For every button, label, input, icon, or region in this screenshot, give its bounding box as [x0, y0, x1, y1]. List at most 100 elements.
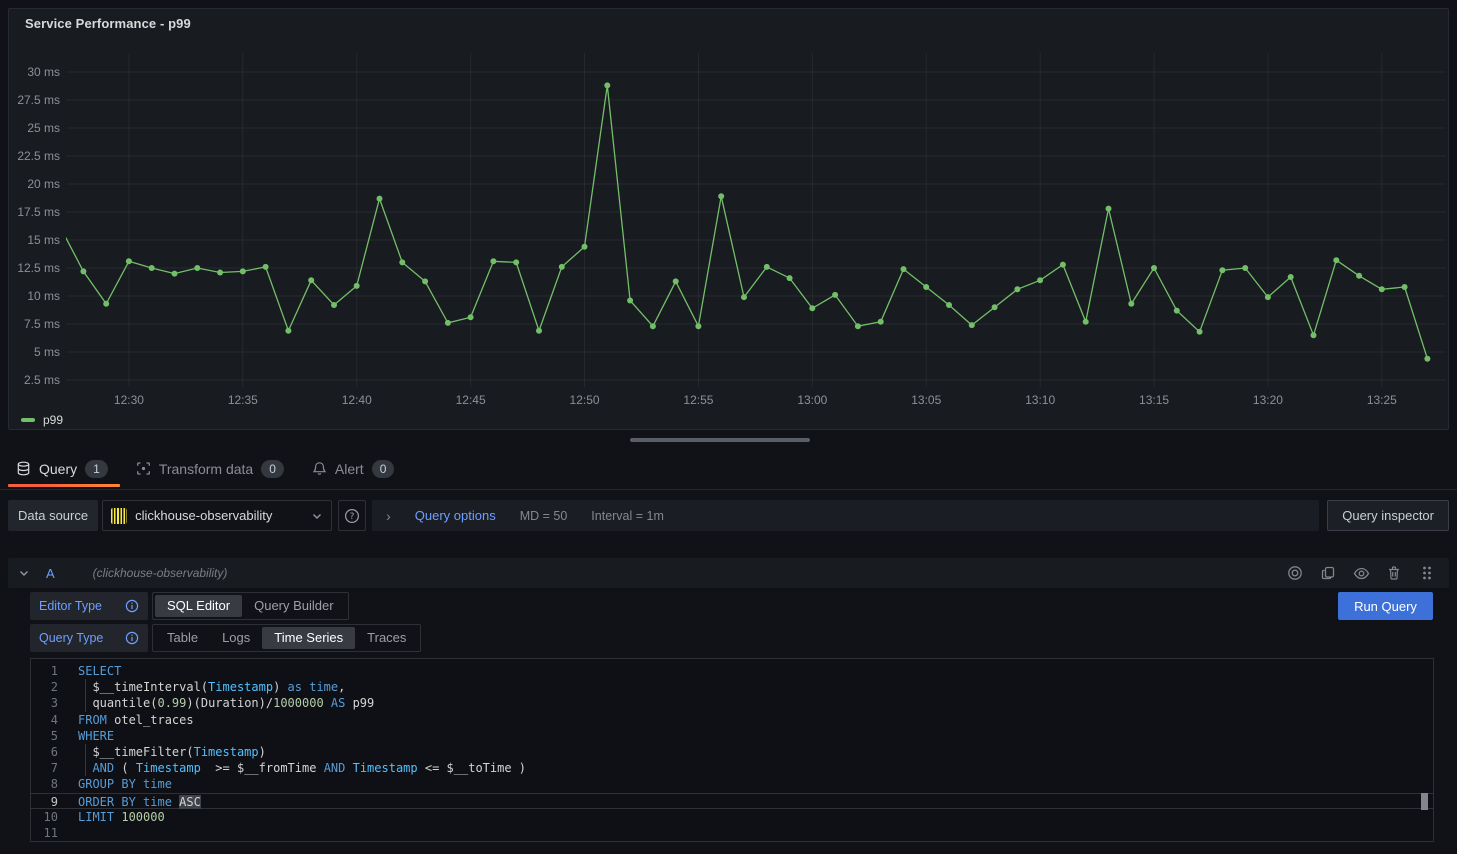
- chart-legend[interactable]: p99: [21, 413, 63, 427]
- timeseries-panel: Service Performance - p99 30 ms 27.5 ms 25…: [8, 8, 1449, 430]
- process-icon: [136, 461, 151, 476]
- data-point-marker: [581, 243, 588, 250]
- x-axis-tick-label: 13:05: [911, 393, 942, 407]
- line-number: 2: [50, 680, 58, 695]
- x-axis-tick-label: 12:35: [227, 393, 258, 407]
- sql-code-editor[interactable]: 1 SELECT 2 $__timeInterval(Timestamp) as t…: [30, 658, 1434, 842]
- query-type-option-traces[interactable]: Traces: [367, 630, 407, 645]
- disable-query-button[interactable]: [1283, 561, 1307, 585]
- horizontal-scrollbar-thumb[interactable]: [630, 438, 810, 442]
- data-point-marker: [1287, 274, 1294, 280]
- duplicate-query-button[interactable]: [1316, 561, 1340, 585]
- info-circle-icon[interactable]: [125, 631, 139, 645]
- editor-scrollbar-thumb[interactable]: [1421, 792, 1428, 810]
- tab-query[interactable]: Query 1: [8, 453, 120, 487]
- editor-type-row: Editor Type SQL Editor Query Builder: [30, 592, 349, 620]
- data-point-marker: [1424, 355, 1431, 362]
- code-line: 1 SELECT: [31, 663, 1433, 679]
- chart-plot-area[interactable]: [66, 53, 1446, 387]
- max-data-points-value: MD = 50: [519, 508, 568, 523]
- tab-label: Alert: [334, 460, 364, 477]
- datasource-label: Data source: [8, 500, 99, 531]
- question-circle-icon: ?: [345, 508, 360, 523]
- x-axis-tick-label: 12:50: [569, 393, 600, 407]
- data-point-marker: [877, 318, 884, 325]
- editor-type-option-query-builder[interactable]: Query Builder: [254, 598, 334, 613]
- datasource-help-button[interactable]: ?: [338, 500, 367, 531]
- data-point-marker: [1082, 318, 1089, 325]
- y-axis-tick-label: 2.5 ms: [23, 373, 60, 387]
- query-options-link[interactable]: Query options: [414, 508, 496, 523]
- line-number: 6: [50, 744, 58, 759]
- indent-guide-line: [85, 743, 86, 761]
- tab-transform-data[interactable]: Transform data 0: [128, 453, 296, 487]
- editor-type-option-sql-editor[interactable]: SQL Editor: [155, 595, 243, 617]
- run-query-button[interactable]: Run Query: [1338, 592, 1433, 620]
- data-point-marker: [262, 263, 269, 270]
- query-type-option-logs[interactable]: Logs: [222, 630, 251, 645]
- hide-response-button[interactable]: [1349, 561, 1373, 585]
- remove-query-button[interactable]: [1382, 561, 1406, 585]
- code-line: 7 AND ( Timestamp >= $__fromTime AND Tim…: [31, 760, 1433, 777]
- interval-value: Interval = 1m: [591, 508, 664, 523]
- data-point-marker: [125, 258, 132, 265]
- drag-handle-icon: [1423, 566, 1431, 580]
- code-text: SELECT: [78, 664, 122, 678]
- clickhouse-logo-icon: [111, 507, 128, 524]
- data-point-marker: [741, 294, 747, 301]
- chevron-right-icon[interactable]: ›: [386, 507, 391, 524]
- query-ref-id[interactable]: A: [46, 565, 55, 581]
- code-text: ORDER BY time ASC: [78, 794, 201, 809]
- data-point-marker: [1059, 261, 1066, 268]
- x-axis-tick-label: 13:00: [797, 393, 828, 407]
- svg-text:?: ?: [350, 512, 355, 522]
- data-point-marker: [376, 195, 383, 202]
- data-point-marker: [786, 275, 793, 282]
- data-point-marker: [1196, 328, 1203, 335]
- editor-type-label-chip: Editor Type: [30, 592, 148, 620]
- indent-guide-line: [85, 760, 86, 777]
- line-number: 7: [50, 761, 58, 776]
- timeseries-chart-svg: [66, 53, 1446, 387]
- data-point-marker: [1037, 277, 1044, 284]
- query-type-option-table[interactable]: Table: [167, 630, 199, 645]
- query-type-option-time-series[interactable]: Time Series: [262, 627, 356, 649]
- data-point-marker: [1173, 307, 1180, 314]
- datasource-picker[interactable]: clickhouse-observability: [102, 500, 333, 531]
- legend-series-swatch: [21, 418, 35, 422]
- drag-handle[interactable]: [1415, 561, 1439, 585]
- data-point-marker: [239, 268, 246, 275]
- code-text: GROUP BY time: [78, 777, 172, 792]
- data-point-marker: [422, 278, 429, 285]
- data-point-marker: [695, 323, 702, 330]
- collapse-chevron-icon[interactable]: [18, 567, 40, 579]
- line-number: 11: [43, 825, 58, 840]
- tabs-divider: [0, 489, 1457, 490]
- datasource-value: clickhouse-observability: [135, 508, 273, 523]
- disable-icon: [1288, 566, 1302, 580]
- data-point-marker: [672, 278, 679, 285]
- y-axis-tick-label: 22.5 ms: [17, 149, 60, 163]
- query-type-radio-group: Table Logs Time Series Traces: [152, 624, 422, 652]
- line-number: 9: [50, 794, 58, 809]
- query-type-row: Query Type Table Logs Time Series Traces: [30, 624, 422, 652]
- data-point-marker: [809, 305, 816, 312]
- code-line: 10 LIMIT 100000: [31, 809, 1433, 825]
- data-point-marker: [490, 258, 497, 265]
- code-line: 2 $__timeInterval(Timestamp) as time,: [31, 679, 1433, 696]
- indent-guide-line: [85, 679, 86, 696]
- line-number: 5: [50, 728, 58, 743]
- line-number: 4: [50, 712, 58, 727]
- y-axis-tick-label: 27.5 ms: [17, 93, 60, 107]
- data-point-marker: [331, 302, 337, 308]
- chevron-down-icon: [313, 513, 322, 519]
- tab-count-badge: 0: [371, 459, 395, 478]
- tab-alert[interactable]: Alert 0: [304, 453, 406, 487]
- query-inspector-button[interactable]: Query inspector: [1327, 500, 1449, 531]
- data-point-marker: [148, 265, 155, 271]
- editor-tabs: Query 1 Transform data 0 Alert 0: [8, 453, 406, 487]
- info-circle-icon[interactable]: [125, 599, 139, 613]
- line-number: 1: [50, 664, 58, 678]
- x-axis-tick-label: 12:55: [683, 393, 714, 407]
- line-number: 8: [50, 777, 58, 792]
